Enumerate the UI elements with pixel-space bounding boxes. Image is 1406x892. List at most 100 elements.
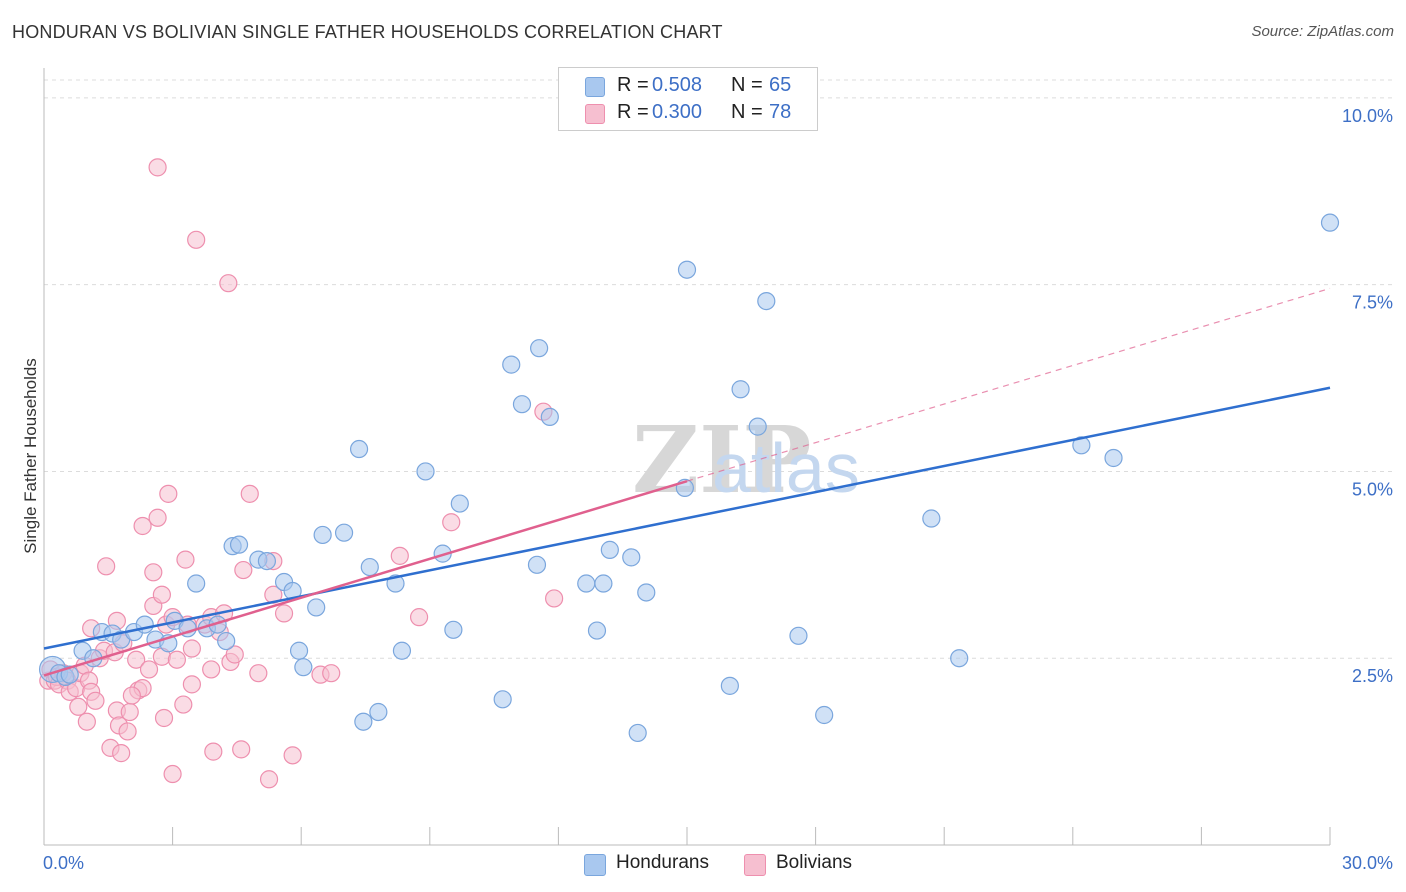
bolivian-point [144,563,163,582]
bolivian-point [204,742,223,761]
bolivian-point [112,744,131,763]
chart-title: HONDURAN VS BOLIVIAN SINGLE FATHER HOUSE… [12,22,723,42]
bolivian-point [202,660,221,679]
trend-lines [43,287,1331,677]
honduran-point [677,260,697,279]
bolivian-point [545,589,564,608]
x-ticks [43,827,1331,845]
y-axis-label: Single Father Households [21,358,40,554]
honduran-point [628,723,647,743]
bolivian-point [182,639,201,658]
honduran-point [540,407,559,427]
bottom-legend-label-bolivians: Bolivians [776,852,853,873]
honduran-point [257,551,277,571]
bolivian-point [283,746,302,765]
hondurans-points [38,213,1340,743]
honduran-point [334,523,354,542]
bolivian-point [118,722,137,741]
bolivian-point [232,740,251,759]
honduran-point [502,355,521,374]
bolivian-point [219,274,238,293]
honduran-point [731,380,750,399]
bolivian-point [163,764,182,784]
honduran-point [720,676,739,695]
legend-swatch-bolivians [585,104,605,124]
bolivian-point [174,695,193,714]
honduran-point [360,557,379,577]
honduran-point [748,417,767,436]
x-tick-labels: 0.0% 30.0% [43,853,1393,873]
legend-n-value: 78 [769,101,792,123]
honduran-point [60,665,79,684]
honduran-point [313,525,332,545]
correlation-legend: R = 0.508 N = 65 R = 0.300 N = 78 [558,67,818,131]
legend-r-label: R = [617,74,649,96]
honduran-point [594,574,613,593]
y-tick-label: 2.5% [1352,666,1393,686]
honduran-point [789,626,808,645]
source-label: Source: ZipAtlas.com [1251,23,1394,40]
honduran-point [392,641,412,660]
bolivian-point [249,664,268,683]
bottom-legend-swatch-bolivians [744,854,766,876]
bolivian-point [259,770,279,789]
bolivian-point [127,650,146,669]
honduran-point [354,712,373,731]
bottom-legend-swatch-hondurans [584,854,606,876]
honduran-point [1072,436,1091,455]
bolivian-point [409,608,429,627]
watermark-atlas: atlas [712,429,860,507]
honduran-point [757,292,776,311]
honduran-point [217,631,236,651]
bolivian-point [97,557,116,576]
legend-n-label: N = [731,101,763,123]
honduran-point [637,583,656,602]
bolivians-trend-line [43,479,688,677]
bolivian-point [274,604,294,623]
bolivian-point [442,513,461,532]
legend-r-value: 0.300 [652,101,703,123]
bolivian-point [148,508,167,527]
honduran-point [450,494,469,513]
legend-n-label: N = [731,74,763,96]
bolivian-point [225,645,244,664]
bolivian-point [154,708,174,728]
honduran-point [587,621,607,640]
bolivian-point [322,664,341,683]
bolivian-point [182,675,201,694]
honduran-point [307,598,326,617]
honduran-point [815,705,834,725]
bolivian-point [187,230,206,249]
bolivian-point [234,560,253,580]
honduran-point [229,535,249,554]
bolivian-point [69,697,88,716]
bolivian-point [86,691,105,710]
watermark-zip: ZIP [632,406,811,514]
honduran-point [1104,448,1123,468]
bolivian-point [240,484,259,503]
honduran-point [294,658,313,677]
honduran-point [416,462,435,481]
y-tick-label: 5.0% [1352,479,1393,499]
honduran-point [493,690,512,709]
x-tick-label: 30.0% [1342,853,1393,873]
legend-n-value: 65 [769,74,792,96]
y-tick-labels: 2.5% 5.0% 7.5% 10.0% [1342,106,1393,686]
honduran-point [512,395,532,414]
x-tick-label: 0.0% [43,853,84,873]
bolivian-point [148,158,167,177]
honduran-point [922,509,941,528]
bolivian-point [152,585,171,604]
honduran-point [444,620,463,639]
honduran-point [349,439,369,459]
bolivian-point [176,550,195,569]
legend-r-value: 0.508 [652,74,703,96]
bolivian-point [122,686,141,705]
hondurans-trend-line [43,386,1331,650]
y-tick-label: 7.5% [1352,293,1393,313]
y-tick-label: 10.0% [1342,106,1393,126]
bolivian-point [167,650,186,669]
honduran-point [530,339,549,358]
honduran-point [1320,213,1340,232]
